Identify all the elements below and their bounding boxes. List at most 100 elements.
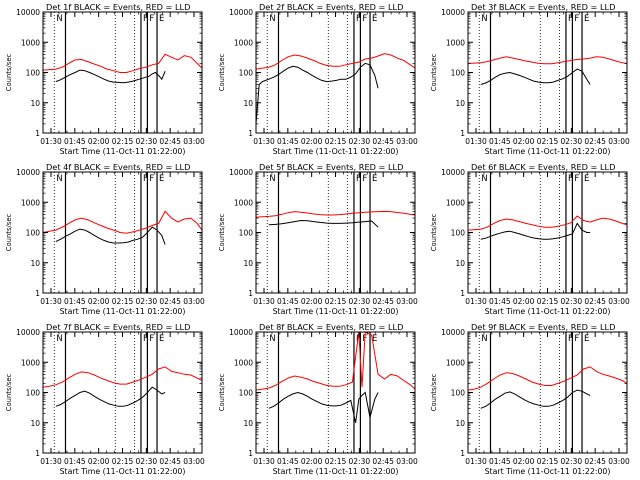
x-tick-label: 01:30 (40, 297, 62, 306)
y-tick-label: 100 (451, 69, 466, 78)
lightcurve-series-red (255, 210, 416, 218)
event-marker-label: F (149, 14, 154, 24)
x-tick-label: 03:00 (396, 457, 418, 466)
x-tick-label: 02:30 (349, 297, 371, 306)
x-tick-label: 02:45 (159, 137, 181, 146)
x-tick-label: 02:30 (136, 297, 158, 306)
panel-title: Det 2f BLACK = Events, RED = LLD (259, 2, 403, 12)
y-tick-label: 10000 (441, 168, 465, 177)
x-tick-label: 01:45 (64, 457, 86, 466)
x-tick-label: 02:30 (136, 137, 158, 146)
event-marker-label: F (356, 174, 361, 184)
y-tick-label: 100 (239, 389, 254, 398)
y-tick-label: 1 (460, 289, 465, 298)
x-tick-label: 02:30 (561, 297, 583, 306)
x-tick-label: 02:15 (537, 137, 559, 146)
x-tick-label: 01:45 (277, 137, 299, 146)
x-tick-label: 03:00 (183, 457, 205, 466)
x-tick-label: 02:45 (372, 297, 394, 306)
lightcurve-series-red (42, 210, 203, 234)
event-marker-label: F (143, 14, 148, 24)
event-marker-label: F (356, 14, 361, 24)
y-tick-label: 1000 (21, 198, 40, 207)
x-tick-label: 01:30 (465, 297, 487, 306)
plot-frame (467, 11, 628, 134)
y-tick-label: 10 (455, 419, 465, 428)
x-tick-label: 01:30 (40, 457, 62, 466)
event-marker-label: F (574, 174, 579, 184)
y-tick-label: 1 (460, 129, 465, 138)
plot-frame (255, 171, 416, 294)
x-tick-label: 02:45 (584, 457, 606, 466)
y-axis-label: Counts/sec (218, 374, 226, 412)
x-axis-label: Start Time (11-Oct-11 01:22:00) (485, 147, 611, 156)
event-marker-label: F (568, 14, 573, 24)
y-tick-label: 1000 (234, 38, 253, 47)
y-tick-label: 1000 (446, 358, 465, 367)
x-tick-label: 02:00 (301, 137, 323, 146)
event-marker-label: E (372, 334, 377, 344)
x-tick-label: 02:30 (561, 457, 583, 466)
plot-frame (467, 171, 628, 294)
y-tick-label: 1000 (446, 38, 465, 47)
lightcurve-series-black (55, 226, 166, 245)
x-tick-label: 03:00 (608, 457, 630, 466)
lightcurve-series-black (55, 386, 166, 407)
y-tick-label: 10 (30, 419, 40, 428)
x-axis-label: Start Time (11-Oct-11 01:22:00) (273, 147, 399, 156)
x-tick-label: 02:45 (159, 457, 181, 466)
lightcurve-series-black (268, 391, 379, 423)
y-tick-label: 10000 (229, 168, 253, 177)
y-tick-label: 1 (35, 289, 40, 298)
lightcurve-series-black (268, 219, 379, 228)
event-marker-label: F (568, 174, 573, 184)
panel-title: Det 8f BLACK = Events, RED = LLD (259, 322, 403, 332)
event-marker-label: N (269, 14, 275, 24)
x-tick-label: 01:45 (277, 457, 299, 466)
x-tick-label: 02:00 (301, 297, 323, 306)
y-tick-label: 10000 (441, 8, 465, 17)
y-tick-label: 10 (243, 419, 253, 428)
x-tick-label: 01:30 (253, 297, 275, 306)
y-axis-label: Counts/sec (218, 54, 226, 92)
y-tick-label: 10000 (16, 168, 40, 177)
x-tick-label: 03:00 (608, 297, 630, 306)
y-tick-label: 1000 (21, 38, 40, 47)
x-tick-label: 02:45 (372, 137, 394, 146)
lightcurve-series-black (55, 69, 166, 84)
event-marker-label: N (269, 174, 275, 184)
x-tick-label: 02:15 (537, 297, 559, 306)
y-tick-label: 1 (248, 129, 253, 138)
x-tick-label: 02:30 (136, 457, 158, 466)
y-tick-label: 1 (35, 129, 40, 138)
plot-frame (467, 331, 628, 454)
y-tick-label: 1000 (21, 358, 40, 367)
x-tick-label: 03:00 (396, 297, 418, 306)
y-axis-label: Counts/sec (5, 54, 13, 92)
y-tick-label: 100 (26, 389, 41, 398)
event-marker-label: F (356, 334, 361, 344)
x-tick-label: 02:00 (88, 457, 110, 466)
x-tick-label: 02:45 (584, 137, 606, 146)
event-marker-label: F (574, 14, 579, 24)
lightcurve-series-red (255, 53, 416, 70)
x-tick-label: 02:15 (325, 297, 347, 306)
event-marker-label: N (269, 334, 275, 344)
panel-title: Det 7f BLACK = Events, RED = LLD (46, 322, 190, 332)
x-axis-label: Start Time (11-Oct-11 01:22:00) (273, 307, 399, 316)
y-tick-label: 100 (451, 229, 466, 238)
x-tick-label: 02:00 (88, 297, 110, 306)
event-marker-label: N (56, 14, 62, 24)
event-marker-label: E (584, 14, 589, 24)
y-axis-label: Counts/sec (218, 214, 226, 252)
x-tick-label: 02:45 (159, 297, 181, 306)
x-tick-label: 03:00 (183, 297, 205, 306)
x-tick-label: 01:30 (253, 137, 275, 146)
lightcurve-series-red (255, 331, 416, 391)
y-tick-label: 10 (455, 99, 465, 108)
x-tick-label: 03:00 (608, 137, 630, 146)
